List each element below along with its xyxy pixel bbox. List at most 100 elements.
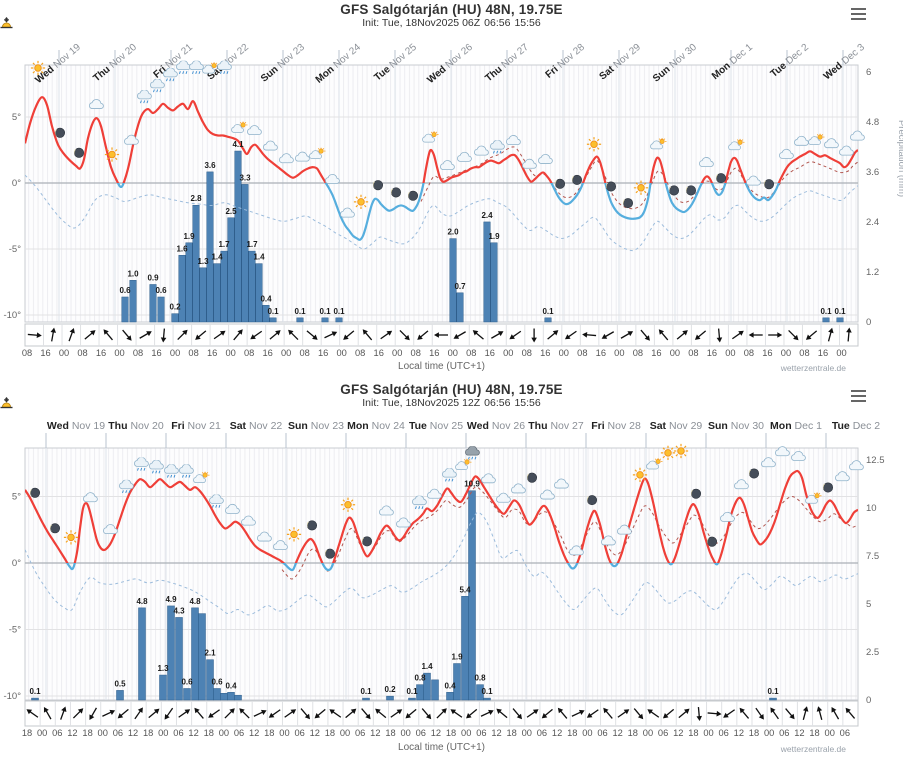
moon-icon <box>54 127 66 138</box>
sun-icon <box>632 467 648 483</box>
wind-arrow <box>345 708 357 719</box>
wind-arrow <box>253 709 267 717</box>
svg-text:12: 12 <box>310 728 320 738</box>
wind-arrow <box>564 330 577 340</box>
svg-text:4.9: 4.9 <box>165 595 177 604</box>
svg-text:0.6: 0.6 <box>119 286 131 295</box>
wind-arrow <box>89 707 98 720</box>
wind-arrow <box>224 708 235 719</box>
chart-footer: Local time (UTC+1) wetterzentrale.de <box>398 742 846 754</box>
svg-text:12: 12 <box>552 728 562 738</box>
svg-text:12: 12 <box>249 728 259 738</box>
wind-arrow <box>417 330 429 340</box>
svg-text:18: 18 <box>506 728 516 738</box>
wind-arrow <box>268 709 281 718</box>
svg-text:12: 12 <box>67 728 77 738</box>
wind-arrow <box>269 330 281 340</box>
chart1-title: GFS Salgótarján (HU) 48N, 19.75E <box>340 2 563 17</box>
svg-text:0.1: 0.1 <box>360 687 372 696</box>
wind-arrow <box>696 706 703 721</box>
sun-icon <box>660 445 676 461</box>
svg-text:16: 16 <box>596 348 606 358</box>
wind-arrow <box>509 330 522 340</box>
svg-text:00: 00 <box>670 348 680 358</box>
day-label: Sun Nov 23 <box>288 420 344 432</box>
wind-arrow <box>662 708 675 719</box>
wind-arrow <box>434 332 448 338</box>
temp-axis-tick: -5° <box>9 625 21 636</box>
hamburger-icon <box>851 390 866 393</box>
svg-text:1.6: 1.6 <box>176 244 188 253</box>
wind-arrow <box>160 328 167 343</box>
chart2-sunrise-time: 06:56 <box>484 397 511 409</box>
sunset-icon <box>0 17 13 29</box>
wind-arrow <box>557 707 568 719</box>
moon-icon <box>605 181 617 192</box>
moon-icon <box>706 536 718 547</box>
wind-arrow <box>164 707 174 720</box>
svg-text:00: 00 <box>219 728 229 738</box>
svg-text:06: 06 <box>234 728 244 738</box>
svg-text:0.1: 0.1 <box>333 307 345 316</box>
svg-text:0.2: 0.2 <box>384 685 396 694</box>
day-label: Mon Nov 24 <box>347 420 405 432</box>
hour-labels: 18 00 06 12 18 00 06 12 18 00 06 12 18 00 06 12 18 00 06 12… <box>22 728 850 738</box>
moon-icon <box>361 536 373 547</box>
wind-arrow <box>601 331 615 339</box>
svg-text:1.4: 1.4 <box>421 662 433 671</box>
moon-icon <box>407 190 419 201</box>
wind-arrow <box>375 708 387 719</box>
chart1-menu-button[interactable] <box>849 6 869 22</box>
svg-text:0.1: 0.1 <box>481 687 493 696</box>
wind-arrow <box>723 709 735 718</box>
wind-arrow <box>390 709 403 718</box>
sun-icon <box>63 529 79 545</box>
precip-axis-tick: 5 <box>866 599 871 610</box>
svg-text:18: 18 <box>688 728 698 738</box>
svg-text:08: 08 <box>411 348 421 358</box>
precip-axis-tick: 12.5 <box>866 455 885 466</box>
moon-icon <box>49 523 61 534</box>
svg-text:0.6: 0.6 <box>181 677 193 686</box>
precip-axis-tick: 3.6 <box>866 167 879 178</box>
svg-text:1.7: 1.7 <box>218 240 230 249</box>
day-label: Tue Dec 2 <box>832 420 880 432</box>
svg-text:12: 12 <box>613 728 623 738</box>
svg-text:00: 00 <box>781 348 791 358</box>
svg-text:0.1: 0.1 <box>820 307 832 316</box>
svg-text:12: 12 <box>673 728 683 738</box>
svg-text:0.4: 0.4 <box>260 294 272 303</box>
wind-arrow <box>571 709 585 717</box>
svg-text:0.8: 0.8 <box>414 674 426 683</box>
wind-arrow <box>284 709 297 718</box>
svg-text:2.0: 2.0 <box>447 228 459 237</box>
moon-icon <box>668 185 680 196</box>
wind-arrow <box>177 329 188 341</box>
temp-axis-tick: 0° <box>12 558 21 569</box>
svg-text:08: 08 <box>77 348 87 358</box>
svg-text:00: 00 <box>158 728 168 738</box>
svg-text:0.8: 0.8 <box>474 674 486 683</box>
svg-text:1.3: 1.3 <box>197 257 209 266</box>
moon-icon <box>622 198 634 209</box>
svg-text:00: 00 <box>503 348 513 358</box>
svg-text:2.5: 2.5 <box>225 207 237 216</box>
svg-text:16: 16 <box>40 348 50 358</box>
moon-icon <box>526 472 538 483</box>
svg-text:06: 06 <box>355 728 365 738</box>
svg-text:0.1: 0.1 <box>406 687 418 696</box>
svg-text:06: 06 <box>779 728 789 738</box>
chart2-menu-button[interactable] <box>849 388 869 404</box>
svg-text:00: 00 <box>582 728 592 738</box>
svg-text:08: 08 <box>22 348 32 358</box>
chart2-subtitle: Init: Tue, 18Nov2025 12Z 06:56 15:56 <box>0 397 903 409</box>
wind-arrow <box>755 707 764 720</box>
wind-arrow <box>707 710 722 717</box>
svg-text:2.4: 2.4 <box>481 211 493 220</box>
svg-text:00: 00 <box>461 728 471 738</box>
moon-icon <box>748 468 760 479</box>
wind-arrow <box>785 708 795 720</box>
svg-text:1.9: 1.9 <box>183 232 195 241</box>
svg-text:06: 06 <box>658 728 668 738</box>
plot-area <box>24 447 859 701</box>
